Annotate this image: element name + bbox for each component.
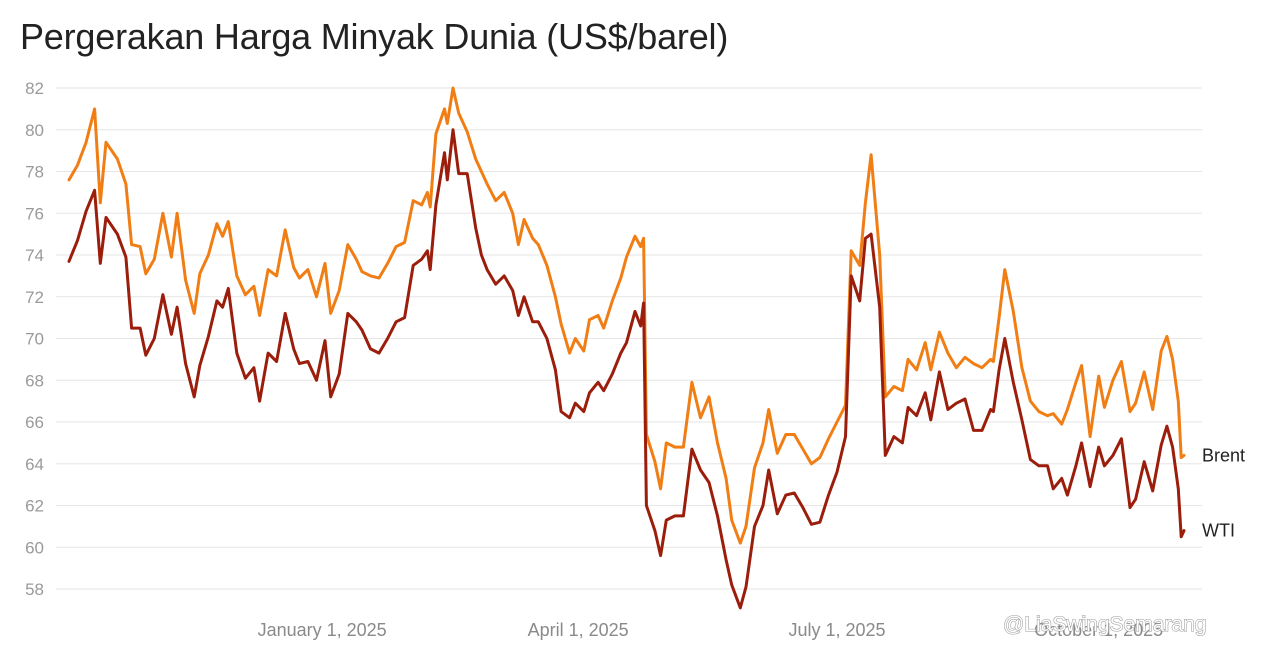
y-tick-label: 80 bbox=[25, 121, 44, 140]
series-lines bbox=[67, 86, 1186, 610]
x-tick-label: April 1, 2025 bbox=[528, 620, 629, 640]
y-tick-label: 58 bbox=[25, 580, 44, 599]
x-tick-label: January 1, 2025 bbox=[258, 620, 387, 640]
x-tick-label: October 1, 2025 bbox=[1034, 620, 1163, 640]
y-tick-label: 72 bbox=[25, 288, 44, 307]
x-axis-ticks: January 1, 2025 April 1, 2025 July 1, 2025… bbox=[258, 620, 1164, 640]
y-tick-label: 68 bbox=[25, 371, 44, 390]
series-label-brent: Brent bbox=[1202, 445, 1245, 465]
y-tick-label: 64 bbox=[25, 455, 44, 474]
series-end-labels: Brent WTI bbox=[1202, 445, 1245, 540]
series-line-wti bbox=[67, 128, 1186, 610]
watermark-text: @LiaSwingSemarang bbox=[1003, 613, 1206, 636]
series-label-wti: WTI bbox=[1202, 521, 1235, 541]
y-tick-label: 76 bbox=[25, 204, 44, 223]
y-tick-label: 60 bbox=[25, 538, 44, 557]
y-tick-label: 74 bbox=[25, 246, 44, 265]
series-line-brent bbox=[67, 86, 1186, 545]
gridlines bbox=[56, 87, 1202, 590]
y-tick-label: 78 bbox=[25, 163, 44, 182]
chart-title: Pergerakan Harga Minyak Dunia (US$/barel… bbox=[20, 16, 729, 57]
y-axis-ticks: 58 60 62 64 66 68 70 72 74 76 78 80 82 bbox=[25, 79, 44, 599]
x-tick-label: July 1, 2025 bbox=[788, 620, 885, 640]
y-tick-label: 70 bbox=[25, 330, 44, 349]
y-tick-label: 62 bbox=[25, 497, 44, 516]
y-tick-label: 66 bbox=[25, 413, 44, 432]
y-tick-label: 82 bbox=[25, 79, 44, 98]
